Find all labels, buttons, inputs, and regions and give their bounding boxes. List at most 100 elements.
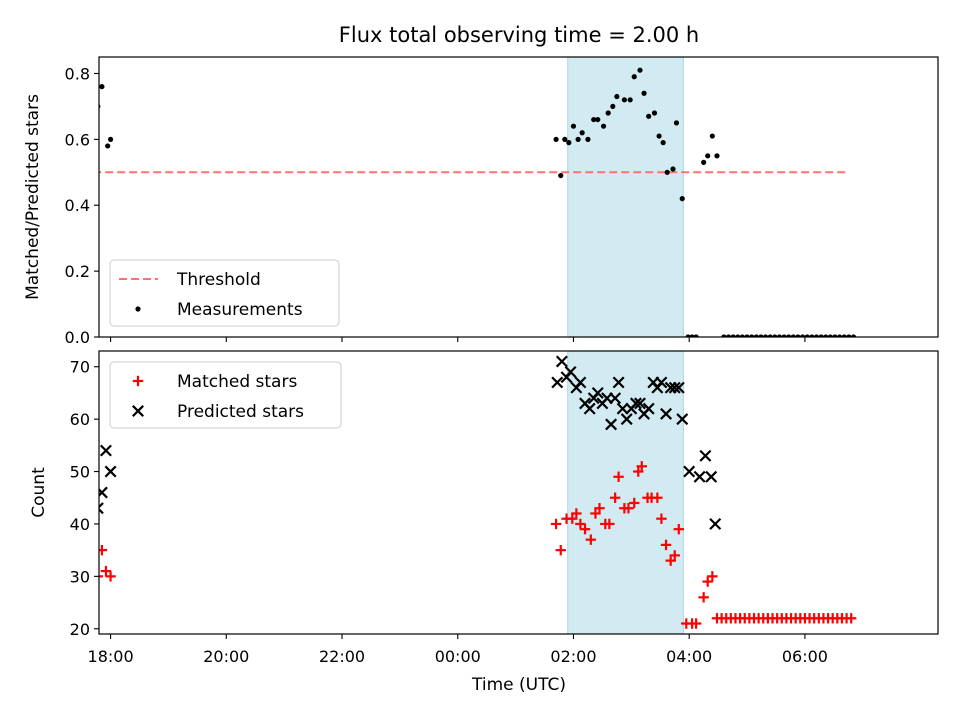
- bottom-panel-y-axis-label: Count: [29, 467, 49, 518]
- bottom-legend-entry-matched-stars-handle: [132, 375, 144, 387]
- bottom-panel-legend: Matched stars Predicted stars: [109, 361, 342, 429]
- top-series-measurements-point: [610, 103, 616, 110]
- x-tick-label: 00:00: [435, 647, 481, 666]
- top-series-measurements-point: [813, 334, 820, 337]
- top-series-measurements-point: [846, 334, 852, 337]
- bottom-series-matched-stars-point: [636, 461, 647, 472]
- bottom-observing-window: [567, 351, 684, 634]
- top-y-tick-label: 0.0: [65, 328, 90, 347]
- bottom-series-predicted-stars-point: [642, 402, 655, 415]
- top-series-measurements-point: [553, 136, 559, 142]
- top-series-measurements-point: [739, 334, 746, 337]
- top-series-measurements-point: [105, 143, 111, 149]
- top-series-measurements-point: [762, 334, 769, 337]
- bottom-y-tick-label: 50: [70, 463, 90, 482]
- top-series-measurements-point: [837, 334, 843, 337]
- bottom-series-predicted-stars-point: [620, 413, 633, 426]
- bottom-series-predicted-stars-point: [605, 418, 618, 431]
- top-series-measurements-point: [714, 153, 720, 159]
- top-series-measurements-point: [705, 153, 711, 159]
- top-panel-legend: Threshold Measurements: [109, 259, 340, 327]
- top-series-measurements-point: [621, 97, 627, 103]
- bottom-legend-entry-predicted-stars: Predicted stars: [132, 402, 304, 422]
- bottom-series-matched-stars-point: [665, 555, 676, 566]
- top-series-measurements-point: [664, 169, 670, 175]
- bottom-legend-entry-predicted-stars-label: Predicted stars: [177, 402, 304, 422]
- x-tick-label: 20:00: [203, 647, 249, 666]
- top-legend-entry-measurements: Measurements: [135, 300, 303, 320]
- top-series-measurements-point: [627, 97, 633, 103]
- top-series-measurements-point: [107, 136, 114, 142]
- top-series-measurements-point: [575, 136, 581, 142]
- top-series-measurements-point: [591, 116, 597, 123]
- bottom-series-predicted-stars-point: [555, 355, 568, 368]
- bottom-legend-box: [109, 361, 342, 429]
- top-series-measurements-point: [749, 334, 755, 337]
- top-series-measurements-point: [656, 133, 662, 139]
- bottom-series-matched-stars-point: [567, 513, 578, 524]
- top-series-measurements-point: [651, 110, 658, 116]
- bottom-series-matched-stars-point: [846, 613, 857, 624]
- bottom-series-predicted-stars-point: [616, 402, 629, 415]
- top-series-measurements-point: [767, 334, 773, 337]
- x-tick-label: 06:00: [782, 647, 828, 666]
- bottom-series-matched-stars-point: [698, 592, 709, 603]
- bottom-series-predicted-stars: [99, 355, 722, 530]
- top-series-measurements-point: [721, 334, 727, 337]
- top-legend-entry-threshold-label: Threshold: [176, 270, 261, 290]
- top-series-measurements-point: [562, 136, 568, 142]
- top-series-measurements-point: [725, 334, 732, 337]
- top-series-measurements-point: [637, 67, 643, 73]
- x-axis-label: Time (UTC): [471, 675, 566, 695]
- top-series-measurements-point: [776, 334, 783, 337]
- bottom-series-predicted-stars-point: [612, 376, 625, 389]
- bottom-legend-entry-matched-stars-label: Matched stars: [177, 372, 297, 392]
- top-series-measurements-point: [786, 334, 792, 337]
- x-tick-label: 02:00: [550, 647, 596, 666]
- bottom-series-matched-stars-point: [594, 503, 605, 514]
- bottom-series-predicted-stars-point: [634, 397, 646, 410]
- top-series-measurements-point: [670, 166, 676, 172]
- bottom-series-predicted-stars-point: [668, 381, 681, 394]
- bottom-panel-counts: 20 30 40 50 60 70 18:00 20:00 22:00 00:00 02:00 04:…: [29, 350, 939, 666]
- top-y-tick-label: 0.2: [65, 262, 90, 281]
- bottom-series-matched-stars-point: [105, 571, 116, 582]
- bottom-series-matched-stars: [99, 461, 857, 629]
- bottom-series-matched-stars-point: [100, 565, 112, 577]
- top-y-tick-label: 0.8: [65, 64, 90, 83]
- top-y-tick-label: 0.4: [65, 196, 90, 215]
- bottom-series-predicted-stars-point: [629, 397, 642, 410]
- bottom-series-predicted-stars-point: [655, 376, 668, 389]
- bottom-series-predicted-stars-point: [676, 413, 689, 426]
- top-series-measurements-point: [832, 334, 838, 337]
- bottom-series-matched-stars-point: [585, 534, 597, 545]
- top-series-measurements-point: [570, 123, 577, 129]
- top-y-tick-label: 0.6: [65, 130, 90, 149]
- top-series-measurements-point: [709, 133, 715, 139]
- bottom-series-matched-stars-point: [629, 497, 640, 509]
- top-series-measurements-point: [781, 334, 787, 337]
- top-observing-window: [567, 57, 684, 337]
- top-legend-entry-measurements-label: Measurements: [177, 300, 303, 320]
- bottom-series-matched-stars-point: [623, 503, 634, 514]
- top-series-measurements-point: [800, 334, 806, 337]
- bottom-series-matched-stars-point: [609, 492, 621, 503]
- top-series-measurements-point: [744, 334, 750, 337]
- top-series-measurements-point: [558, 172, 564, 179]
- bottom-series-predicted-stars-point: [709, 517, 722, 530]
- bottom-series-predicted-stars-point: [574, 376, 587, 389]
- bottom-series-matched-stars-point: [656, 513, 667, 524]
- top-series-measurements-point: [631, 74, 637, 80]
- top-series-measurements-point: [758, 334, 764, 337]
- bottom-series-matched-stars-point: [702, 576, 713, 587]
- bottom-y-tick-label: 60: [70, 410, 90, 429]
- bottom-series-predicted-stars-point: [683, 465, 696, 478]
- bottom-y-tick-label: 70: [70, 358, 90, 377]
- bottom-series-matched-stars-point: [673, 523, 684, 535]
- bottom-plot-frame: [98, 350, 939, 635]
- top-series-measurements-point: [850, 334, 857, 337]
- bottom-series-matched-stars-point: [579, 523, 591, 535]
- top-series-measurements-point: [641, 90, 647, 96]
- bottom-series-matched-stars-point: [571, 508, 582, 519]
- top-series-measurements-point: [595, 116, 601, 123]
